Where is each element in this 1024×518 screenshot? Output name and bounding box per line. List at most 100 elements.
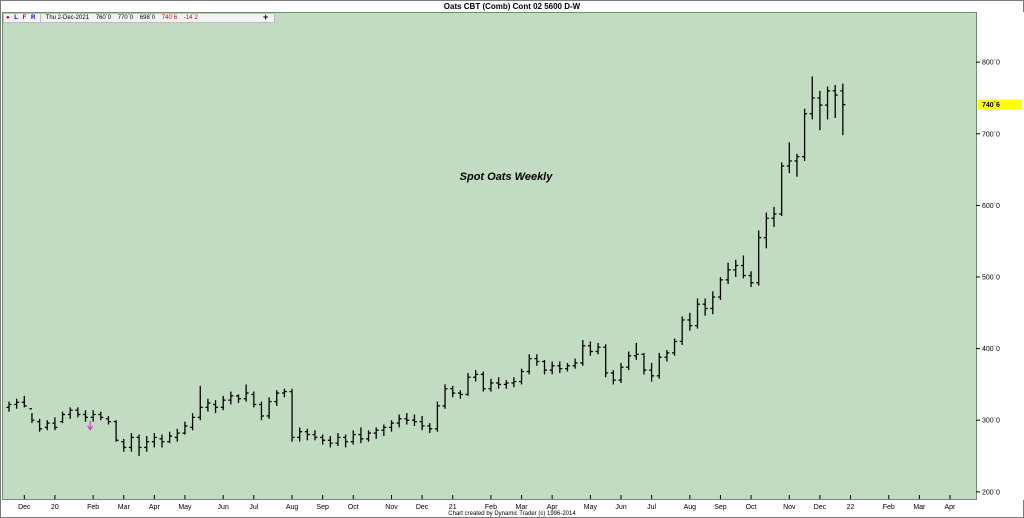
- x-tick-label: 22: [847, 504, 855, 511]
- ohlc-bar: [710, 291, 716, 315]
- ohlc-bar: [358, 427, 364, 444]
- ohlc-bar: [763, 212, 769, 249]
- ohlc-bar: [205, 398, 211, 412]
- x-tick-label: 20: [51, 504, 59, 511]
- ohlc-bar: [779, 162, 785, 217]
- info-open: 760`0: [95, 15, 112, 21]
- ohlc-bar: [320, 434, 326, 445]
- ohlc-bar: [411, 414, 417, 426]
- ohlc-bar: [641, 352, 647, 375]
- ohlc-bar: [144, 435, 150, 452]
- ohlc-bar: [113, 420, 119, 442]
- ohlc-bar: [664, 350, 670, 362]
- ohlc-bar: [350, 430, 356, 445]
- ohlc-bar: [503, 380, 509, 389]
- ohlc-bar: [236, 394, 241, 404]
- ohlc-bar: [832, 85, 838, 118]
- ohlc-bar: [672, 338, 678, 356]
- ohlc-bar: [794, 153, 800, 177]
- ohlc-bar: [488, 378, 494, 392]
- x-tick-label: Nov: [385, 504, 398, 511]
- x-tick-label: Dec: [18, 504, 31, 511]
- window-title: Oats CBT (Comb) Cont 02 5600 D-W: [443, 2, 581, 11]
- ohlc-bar: [580, 340, 586, 366]
- flag-l-button[interactable]: L: [14, 15, 18, 21]
- ohlc-bar: [610, 370, 616, 385]
- ohlc-bar: [427, 423, 433, 434]
- info-high: 770`0: [117, 15, 134, 21]
- ohlc-bar: [304, 428, 310, 441]
- x-tick-label: Mar: [118, 504, 131, 511]
- ohlc-bar: [121, 438, 127, 452]
- x-tick-label: Aug: [684, 504, 697, 511]
- plus-icon[interactable]: +: [263, 12, 269, 22]
- ohlc-bar: [105, 415, 111, 425]
- y-tick-label: 500`0: [982, 274, 1000, 281]
- ohlc-bar: [840, 83, 846, 136]
- ohlc-bar: [197, 385, 203, 421]
- x-tick-label: 21: [449, 504, 457, 511]
- ohlc-bar: [190, 413, 196, 431]
- ohlc-bar: [327, 435, 333, 448]
- ohlc-bar: [496, 377, 502, 389]
- ohlc-bar: [60, 411, 66, 424]
- ohlc-bar: [21, 395, 27, 408]
- ohlc-bar: [695, 298, 700, 329]
- info-divider: [40, 14, 41, 22]
- x-tick-label: Apr: [944, 504, 956, 511]
- ohlc-bar: [786, 142, 792, 174]
- marker-arrow-head: [87, 425, 94, 431]
- x-tick-label: Mar: [913, 504, 926, 511]
- x-tick-label: Jul: [249, 504, 258, 511]
- ohlc-bar: [511, 377, 517, 388]
- ohlc-bar: [297, 427, 303, 442]
- info-bar: ● L F R Thu 2-Dec-2021 760`0 770`0 698`0…: [3, 13, 275, 23]
- ohlc-bar: [366, 430, 372, 442]
- ohlc-bar: [519, 368, 525, 385]
- ohlc-bar: [136, 434, 142, 457]
- ohlc-bar: [396, 414, 402, 428]
- ohlc-bar: [220, 395, 226, 411]
- flag-f-button[interactable]: F: [22, 15, 27, 21]
- ohlc-bar: [679, 316, 685, 346]
- ohlc-bar: [389, 420, 394, 432]
- x-tick-label: Oct: [348, 504, 359, 511]
- x-tick-label: Sep: [714, 504, 727, 511]
- ohlc-bar: [381, 424, 387, 436]
- plot-area[interactable]: [2, 12, 977, 500]
- x-tick-label: Dec: [416, 504, 429, 511]
- ohlc-bar: [373, 427, 379, 439]
- ohlc-bar: [159, 434, 165, 448]
- chart-annotation: Spot Oats Weekly: [459, 171, 553, 183]
- ohlc-bar: [442, 384, 448, 409]
- ohlc-bar: [534, 354, 540, 366]
- ohlc-bar: [557, 361, 563, 373]
- x-tick-label: Feb: [883, 504, 895, 511]
- ohlc-bar: [457, 390, 463, 399]
- ohlc-bar: [343, 434, 349, 448]
- info-date: Thu 2-Dec-2021: [45, 15, 90, 21]
- ohlc-bar: [603, 344, 609, 378]
- ohlc-bar: [595, 342, 601, 355]
- flag-r-button[interactable]: R: [30, 15, 36, 21]
- price-axis-panel[interactable]: [977, 12, 1024, 500]
- x-tick-label: Sep: [316, 504, 329, 511]
- ohlc-bar: [274, 390, 280, 406]
- x-tick-label: Jun: [218, 504, 229, 511]
- ohlc-bar: [802, 108, 808, 161]
- ohlc-bar: [174, 428, 180, 442]
- y-tick-label: 700`0: [982, 131, 1000, 138]
- ohlc-bar: [243, 384, 249, 402]
- ohlc-bar: [182, 421, 188, 435]
- ohlc-bar: [526, 354, 532, 375]
- ohlc-bar: [419, 415, 425, 431]
- ohlc-bar: [151, 433, 157, 448]
- ohlc-bar: [450, 385, 456, 398]
- ohlc-bar: [717, 276, 723, 300]
- x-tick-label: Oct: [746, 504, 757, 511]
- y-tick-label: 600`0: [982, 203, 1000, 210]
- ohlc-bar: [266, 397, 272, 419]
- ohlc-bar: [702, 298, 708, 316]
- last-price-highlight: [978, 99, 1022, 110]
